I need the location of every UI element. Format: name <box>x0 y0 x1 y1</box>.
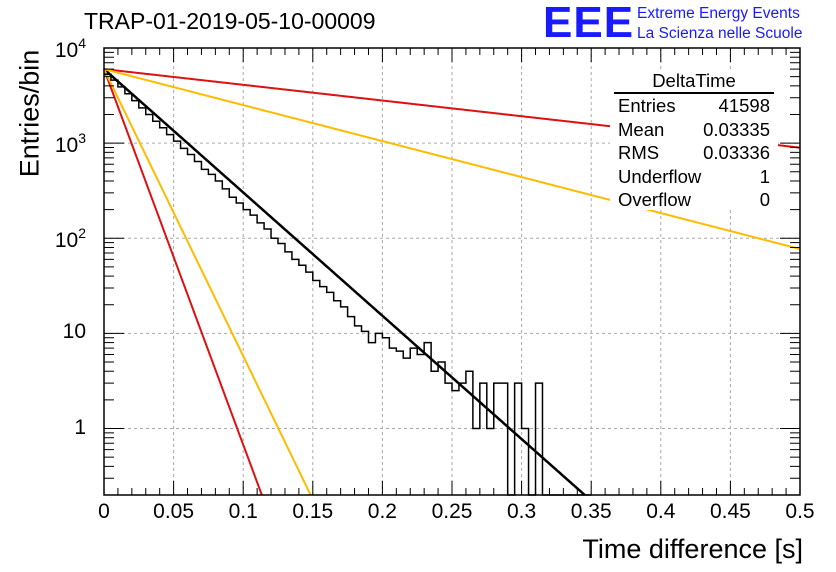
stats-row-overflow: Overflow 0 <box>610 188 778 212</box>
y-tick-label: 104 <box>54 35 86 62</box>
x-tick-label: 0.15 <box>292 500 334 523</box>
x-tick-label: 0.5 <box>785 500 815 523</box>
stats-title: DeltaTime <box>614 70 774 94</box>
x-tick-label: 0.35 <box>570 500 612 523</box>
stats-label: Underflow <box>618 165 702 187</box>
stats-row-rms: RMS 0.03336 <box>610 141 778 165</box>
stats-value: 1 <box>759 165 770 187</box>
stats-row-entries: Entries 41598 <box>610 94 778 118</box>
stats-value: 0.03336 <box>703 142 770 163</box>
x-tick-label: 0.1 <box>228 500 258 523</box>
x-tick-label: 0.05 <box>153 500 195 523</box>
y-tick-label: 10 <box>62 320 86 344</box>
x-tick-label: 0.3 <box>506 500 537 523</box>
stats-label: RMS <box>618 142 660 163</box>
x-tick-label: 0.45 <box>709 500 751 523</box>
histogram-steps <box>104 73 592 496</box>
stats-label: Entries <box>618 95 676 116</box>
stats-box: DeltaTime Entries 41598 Mean 0.03335 RMS… <box>610 70 778 210</box>
x-tick-label: 0.2 <box>367 500 397 523</box>
x-tick-label: 0.4 <box>646 500 676 523</box>
x-tick-label: 0 <box>98 500 110 523</box>
histogram <box>104 73 592 496</box>
run-title: TRAP-01-2019-05-10-00009 <box>84 8 376 34</box>
eee-logo: EEE <box>543 0 635 47</box>
stats-row-underflow: Underflow 1 <box>610 165 778 189</box>
y-tick-exponent: 2 <box>78 225 86 242</box>
fit-curve-0 <box>103 68 586 496</box>
fit-curves <box>103 68 801 496</box>
x-axis-label: Time difference [s] <box>582 534 803 564</box>
logo-line-1: Extreme Energy Events <box>637 5 800 22</box>
fit-curve-2 <box>103 68 312 496</box>
y-tick-label: 102 <box>54 225 86 253</box>
stats-value: 0 <box>759 189 770 210</box>
fit-curve-4 <box>103 68 801 251</box>
y-tick-label: 1 <box>74 415 86 439</box>
y-tick-label: 103 <box>54 130 86 158</box>
logo-line-2: La Scienza nelle Scuole <box>637 25 803 42</box>
x-tick-label: 0.25 <box>431 500 473 523</box>
stats-label: Mean <box>618 118 665 140</box>
stats-label: Overflow <box>618 189 691 210</box>
y-tick-exponent: 4 <box>78 35 86 51</box>
fit-curve-1 <box>103 68 263 496</box>
stats-value: 0.03335 <box>703 118 770 140</box>
y-tick-exponent: 3 <box>78 130 86 147</box>
logo-caption: Extreme Energy Events La Scienza nelle S… <box>637 4 802 44</box>
axis-ticks <box>103 47 801 496</box>
stats-row-mean: Mean 0.03335 <box>610 118 778 142</box>
stats-value: 41598 <box>718 95 770 116</box>
